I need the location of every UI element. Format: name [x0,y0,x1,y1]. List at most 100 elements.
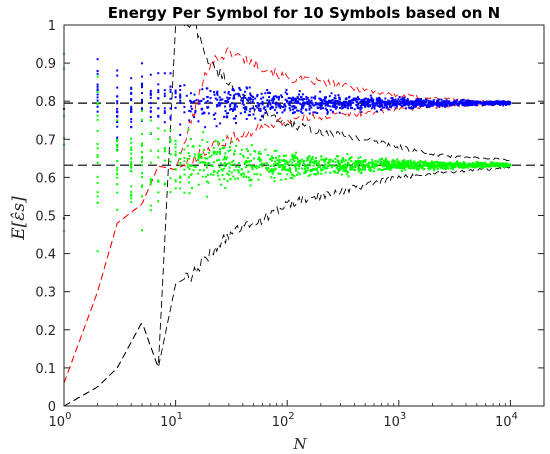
point-series-1 [342,100,345,103]
point-series-1 [356,106,359,109]
point-series-2 [439,164,442,167]
x-tick-exponent-2: 2 [288,411,294,422]
point-series-1 [227,92,230,95]
point-series-2 [179,181,182,184]
point-series-1 [420,101,423,104]
point-series-1 [370,96,373,99]
point-series-1 [174,91,177,94]
point-series-2 [398,164,400,167]
point-series-2 [309,169,312,171]
point-series-1 [358,98,361,101]
point-series-2 [247,170,250,173]
point-series-1 [206,100,209,102]
point-series-2 [400,161,403,164]
point-series-1 [96,58,99,61]
point-series-1 [242,93,245,96]
point-series-2 [226,172,229,175]
point-series-2 [234,177,237,180]
point-series-1 [366,102,369,105]
point-series-1 [414,103,417,106]
point-series-2 [259,159,262,162]
point-series-2 [363,159,366,162]
point-series-2 [223,178,226,181]
point-series-2 [357,166,360,168]
point-series-2 [412,167,415,170]
point-series-2 [473,165,476,168]
point-series-1 [397,103,400,105]
point-series-1 [240,99,243,102]
point-series-2 [360,160,363,163]
point-series-2 [484,162,487,165]
point-series-1 [226,96,229,99]
point-series-1 [130,98,133,101]
point-series-2 [219,162,222,165]
point-series-1 [406,99,409,101]
point-series-1 [261,100,264,103]
point-series-2 [265,161,268,164]
point-series-2 [455,161,458,163]
point-series-1 [130,87,133,90]
point-series-2 [186,145,189,147]
point-series-2 [475,166,478,169]
point-series-1 [488,103,491,106]
point-series-1 [244,96,247,99]
point-series-2 [508,164,511,167]
point-series-1 [367,98,370,101]
point-series-2 [441,167,444,170]
point-series-2 [491,161,494,164]
point-series-2 [375,163,378,166]
point-series-1 [503,102,505,105]
point-series-1 [416,100,419,103]
point-series-1 [281,96,284,99]
point-series-2 [224,187,227,189]
point-series-1 [417,101,420,104]
point-series-1 [392,100,395,103]
point-series-2 [346,153,349,156]
point-series-2 [501,164,504,167]
point-series-2 [382,162,385,165]
point-series-2 [398,167,401,170]
point-series-1 [400,98,403,101]
point-series-2 [313,173,316,175]
point-series-2 [352,166,355,169]
point-series-1 [130,77,133,80]
point-series-1 [207,112,210,115]
point-series-2 [364,159,367,161]
point-series-1 [319,101,322,104]
point-series-2 [443,161,446,164]
point-series-1 [314,111,317,114]
point-series-2 [283,167,285,170]
point-series-2 [314,157,317,160]
point-series-1 [273,109,276,112]
point-series-1 [500,102,503,105]
point-series-2 [407,160,409,162]
point-series-2 [452,162,455,165]
point-series-2 [272,170,275,173]
point-series-1 [328,95,331,98]
point-series-1 [201,112,204,115]
point-series-1 [96,110,99,113]
point-series-2 [369,161,372,164]
point-series-1 [426,105,429,108]
point-series-2 [157,179,160,182]
point-series-1 [241,102,244,105]
point-series-1 [237,93,240,95]
point-series-1 [193,116,195,119]
point-series-2 [285,161,288,164]
point-series-2 [228,162,231,165]
point-series-2 [305,166,308,169]
point-series-2 [239,153,242,155]
point-series-1 [259,119,262,121]
point-series-1 [305,109,308,112]
point-series-1 [316,106,319,109]
point-series-2 [383,168,385,171]
point-series-2 [409,161,412,164]
point-series-1 [149,93,152,96]
point-series-1 [451,101,454,104]
point-series-1 [337,100,339,103]
point-series-1 [190,107,193,110]
point-series-2 [272,169,275,172]
point-series-1 [481,101,484,104]
point-series-1 [376,110,378,113]
point-series-2 [290,164,292,166]
